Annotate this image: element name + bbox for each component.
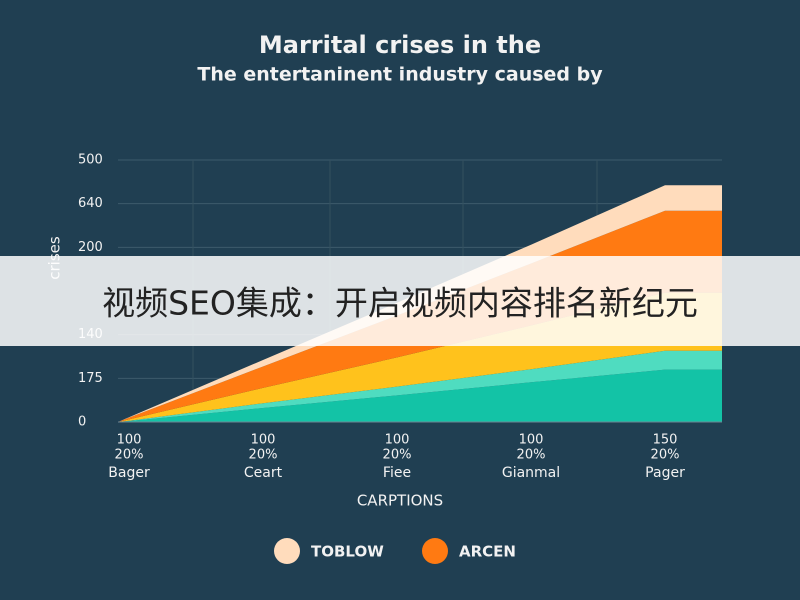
x-tick-number: 100 [251,433,276,448]
area [118,350,722,422]
x-tick-label: Fiee [383,465,411,481]
legend-label: ARCEN [459,543,516,561]
x-tick-label: Ceart [244,465,283,481]
area [118,369,722,422]
chart-subtitle: The entertaninent industry caused by [197,64,603,86]
x-tick-number: 100 [519,433,544,448]
x-tick-label: Gianmal [502,465,560,481]
x-tick-percent: 20% [115,448,144,463]
x-tick-number: 100 [385,433,410,448]
x-tick-label: Pager [645,465,685,481]
x-tick-label: Bager [108,465,150,481]
legend-label: TOBLOW [311,543,384,561]
y-tick-label: 500 [78,153,103,168]
x-tick-percent: 20% [249,448,278,463]
banner-background [0,256,800,346]
x-tick-number: 150 [653,433,678,448]
x-tick-percent: 20% [383,448,412,463]
y-tick-label: 0 [78,415,86,430]
y-tick-label: 640 [78,196,103,211]
y-tick-label: 175 [78,371,103,386]
banner-text: 视频SEO集成：开启视频内容排名新纪元 [102,284,698,323]
legend-swatch [422,538,448,564]
x-tick-number: 100 [117,433,142,448]
legend-swatch [274,538,300,564]
x-tick-percent: 20% [651,448,680,463]
y-tick-label: 200 [78,240,103,255]
chart-title: Marrital crises in the [259,31,541,59]
x-tick-percent: 20% [517,448,546,463]
x-axis-label: CARPTIONS [357,492,443,510]
